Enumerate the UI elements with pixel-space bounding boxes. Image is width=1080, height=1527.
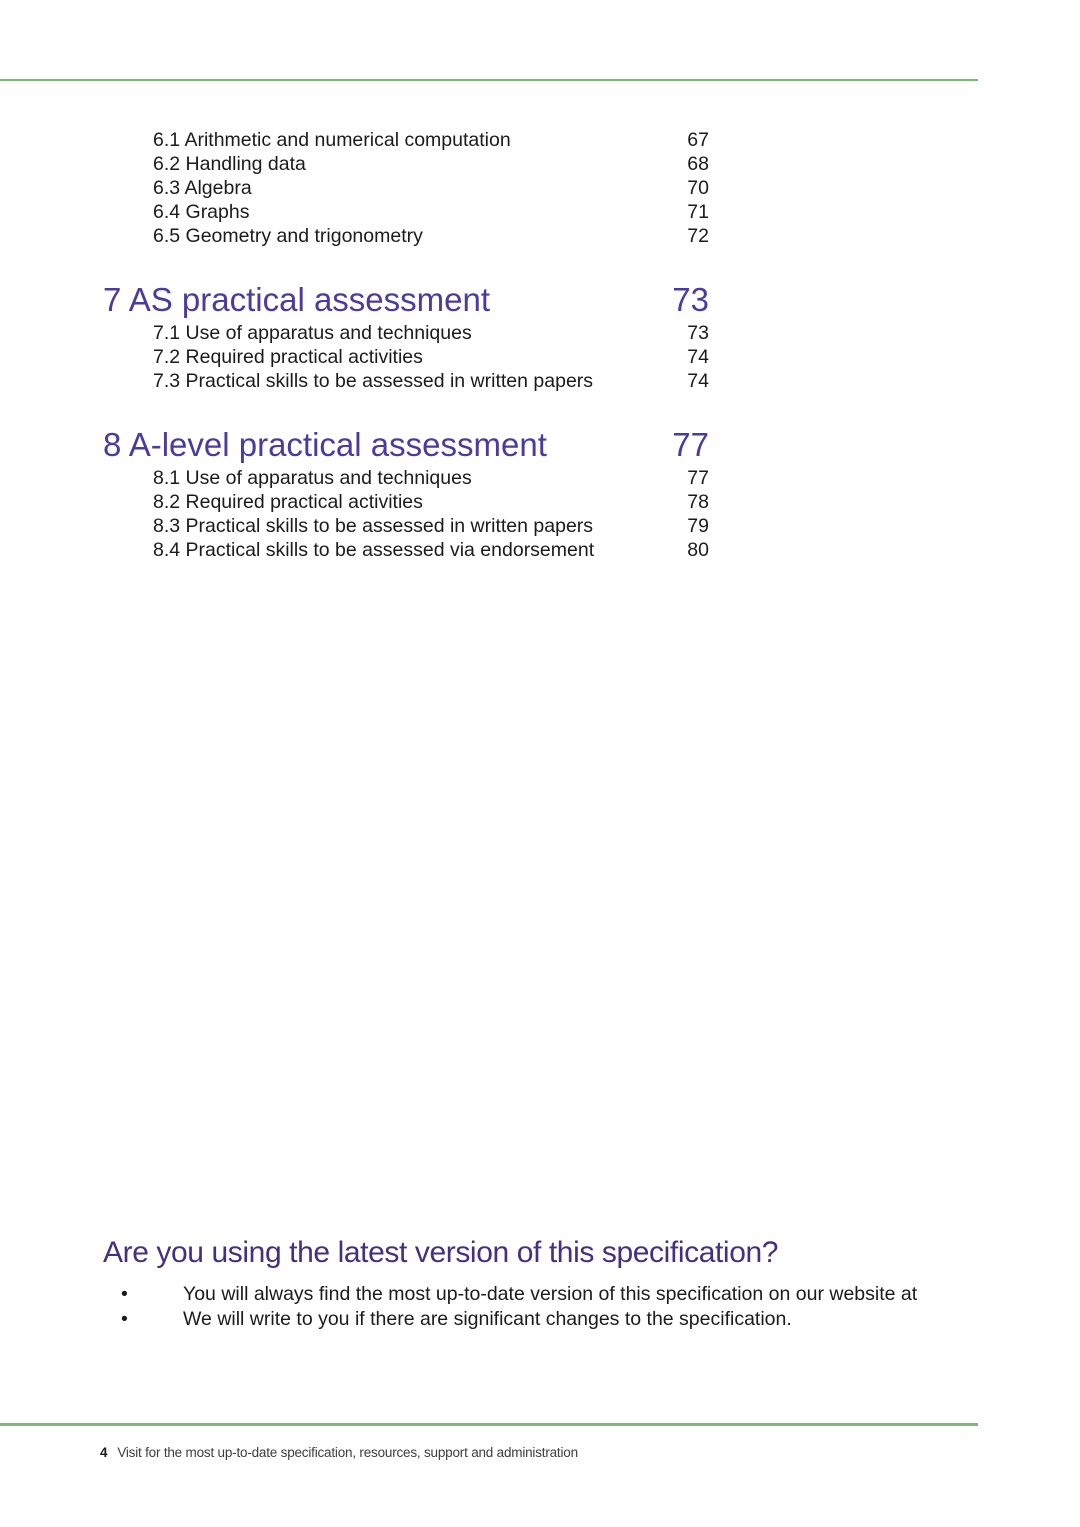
- toc-entry-page: 70: [687, 177, 709, 199]
- toc-section-page: 77: [672, 426, 709, 463]
- footer-text: Visit for the most up-to-date specificat…: [117, 1445, 578, 1460]
- toc-entry-page: 74: [687, 370, 709, 392]
- toc-entry-label: 7.2 Required practical activities: [153, 346, 423, 368]
- toc-section-title: 8 A-level practical assessment: [103, 426, 547, 463]
- toc-entry[interactable]: 6.4 Graphs 71: [103, 200, 709, 224]
- toc-subsection-group-7: 7.1 Use of apparatus and techniques 73 7…: [103, 321, 709, 393]
- toc-section-heading-7[interactable]: 7 AS practical assessment 73: [103, 281, 709, 319]
- notice-bullet-list: You will always find the most up-to-date…: [103, 1282, 988, 1332]
- toc-entry-label: 8.4 Practical skills to be assessed via …: [153, 539, 595, 561]
- toc-entry[interactable]: 7.2 Required practical activities 74: [103, 345, 709, 369]
- toc-subsection-group-6: 6.1 Arithmetic and numerical computation…: [103, 128, 709, 248]
- toc-entry[interactable]: 8.3 Practical skills to be assessed in w…: [103, 514, 709, 538]
- toc-entry-page: 73: [687, 322, 709, 344]
- toc-entry-label: 6.1 Arithmetic and numerical computation: [153, 129, 511, 151]
- notice-bullet: You will always find the most up-to-date…: [103, 1282, 988, 1307]
- toc-entry-page: 77: [687, 467, 709, 489]
- toc-entry-page: 79: [687, 515, 709, 537]
- toc-entry[interactable]: 8.2 Required practical activities 78: [103, 490, 709, 514]
- latest-version-notice: Are you using the latest version of this…: [103, 1233, 988, 1332]
- toc-entry-label: 7.3 Practical skills to be assessed in w…: [153, 370, 594, 392]
- toc-entry[interactable]: 7.3 Practical skills to be assessed in w…: [103, 369, 709, 393]
- toc-entry[interactable]: 6.1 Arithmetic and numerical computation…: [103, 128, 709, 152]
- toc-entry[interactable]: 6.5 Geometry and trigonometry 72: [103, 224, 709, 248]
- toc-entry-label: 8.3 Practical skills to be assessed in w…: [153, 515, 594, 537]
- toc-entry-label: 8.1 Use of apparatus and techniques: [153, 467, 472, 489]
- toc-entry[interactable]: 6.2 Handling data 68: [103, 152, 709, 176]
- toc-entry-label: 6.3 Algebra: [153, 177, 252, 199]
- toc-entry-page: 78: [687, 491, 709, 513]
- toc-entry-label: 6.2 Handling data: [153, 153, 306, 175]
- toc-entry-label: 6.4 Graphs: [153, 201, 250, 223]
- notice-bullet: We will write to you if there are signif…: [103, 1307, 988, 1332]
- toc-entry-page: 67: [687, 129, 709, 151]
- toc-entry-page: 74: [687, 346, 709, 368]
- toc-entry-page: 71: [687, 201, 709, 223]
- toc-section-page: 73: [672, 281, 709, 318]
- toc-subsection-group-8: 8.1 Use of apparatus and techniques 77 8…: [103, 466, 709, 562]
- toc-section-title: 7 AS practical assessment: [103, 281, 491, 318]
- toc-entry-page: 68: [687, 153, 709, 175]
- toc-entry-page: 72: [687, 225, 709, 247]
- toc-entry[interactable]: 8.4 Practical skills to be assessed via …: [103, 538, 709, 562]
- page-footer: 4 Visit for the most up-to-date specifica…: [100, 1444, 578, 1462]
- top-divider: [0, 79, 978, 81]
- toc-entry-label: 8.2 Required practical activities: [153, 491, 423, 513]
- toc-section-heading-8[interactable]: 8 A-level practical assessment 77: [103, 426, 709, 464]
- table-of-contents: 6.1 Arithmetic and numerical computation…: [103, 128, 709, 562]
- bottom-divider: [0, 1423, 978, 1426]
- toc-entry[interactable]: 8.1 Use of apparatus and techniques 77: [103, 466, 709, 490]
- toc-entry[interactable]: 6.3 Algebra 70: [103, 176, 709, 200]
- toc-entry[interactable]: 7.1 Use of apparatus and techniques 73: [103, 321, 709, 345]
- page-number: 4: [100, 1445, 108, 1460]
- toc-entry-label: 6.5 Geometry and trigonometry: [153, 225, 423, 247]
- toc-entry-page: 80: [687, 539, 709, 561]
- toc-entry-label: 7.1 Use of apparatus and techniques: [153, 322, 472, 344]
- notice-heading: Are you using the latest version of this…: [103, 1236, 779, 1269]
